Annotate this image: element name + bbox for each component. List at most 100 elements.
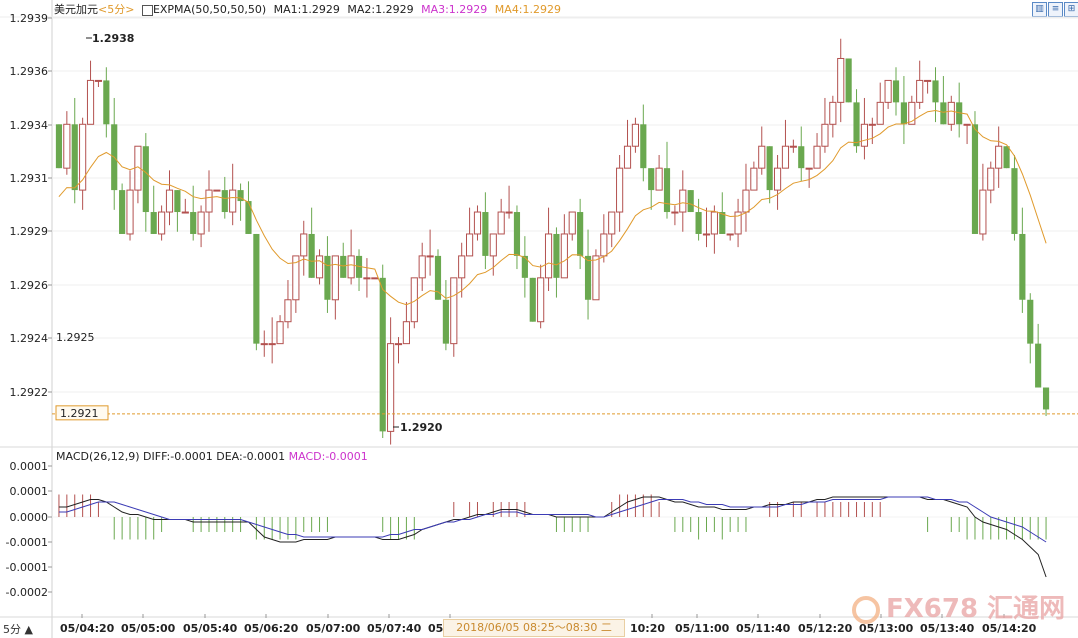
ma2-label: MA2:1.2929 bbox=[347, 3, 414, 16]
candle-body-down bbox=[190, 212, 197, 234]
candle-body-down bbox=[845, 58, 852, 103]
candle-body-up bbox=[158, 211, 166, 235]
price-tick-label: 1.2936 bbox=[10, 65, 49, 78]
candle-body-down bbox=[971, 124, 979, 234]
candle-body-up bbox=[616, 167, 624, 213]
candle-body-up bbox=[868, 123, 876, 126]
candle-body-down bbox=[174, 190, 181, 213]
candle-body-up bbox=[702, 233, 711, 236]
candle-body-up bbox=[995, 145, 1003, 169]
candle-body-down bbox=[900, 102, 907, 125]
period-button[interactable]: 5分 ▲ bbox=[3, 623, 33, 636]
candle-body-up bbox=[544, 233, 553, 279]
x-tick-label: 05/05:40 bbox=[183, 622, 238, 635]
candle-body-down bbox=[529, 277, 536, 322]
candle-body-up bbox=[924, 79, 932, 82]
high-marker-label: 1.2938 bbox=[92, 32, 134, 45]
price-tick-label: 1.2929 bbox=[10, 225, 49, 238]
macd-header: MACD(26,12,9) DIFF:-0.0001 DEA:-0.0001 M… bbox=[56, 450, 368, 463]
candle-body-down bbox=[442, 299, 449, 344]
macd-dea-label: DEA:-0.0001 bbox=[216, 450, 286, 463]
candle-body-up bbox=[331, 255, 339, 301]
candle-body-up bbox=[197, 211, 205, 235]
candle-body-up bbox=[758, 145, 766, 169]
candle-body-up bbox=[710, 211, 718, 235]
candle-body-up bbox=[418, 255, 426, 279]
candle-body-down bbox=[237, 190, 244, 202]
price-tick-label: 1.2939 bbox=[10, 12, 49, 25]
candle-body-up bbox=[734, 211, 742, 235]
candle-body-up bbox=[315, 255, 324, 279]
macd-value-label: MACD:-0.0001 bbox=[288, 450, 368, 463]
x-tick-label: 05 bbox=[428, 622, 443, 635]
price-tick-label: 1.2922 bbox=[10, 386, 49, 399]
x-tick-label: 05/04:20 bbox=[60, 622, 115, 635]
macd-tick-label: 0.0001 bbox=[10, 485, 49, 498]
candle-body-up bbox=[750, 167, 758, 191]
candle-body-up bbox=[450, 277, 458, 345]
candle-body-down bbox=[553, 233, 560, 278]
macd-name-label: MACD(26,12,9) bbox=[56, 450, 140, 463]
candle-body-up bbox=[86, 79, 95, 125]
candle-body-up bbox=[671, 211, 679, 214]
last-price-label: 1.2921 bbox=[60, 407, 99, 420]
candle-body-up bbox=[165, 189, 174, 213]
candle-body-down bbox=[482, 212, 489, 256]
candle-body-down bbox=[1011, 168, 1018, 234]
candle-body-up bbox=[947, 101, 955, 125]
candle-body-up bbox=[821, 123, 829, 147]
candle-body-down bbox=[1035, 343, 1042, 388]
candle-body-up bbox=[94, 79, 103, 82]
period-label: <5分> bbox=[98, 3, 135, 16]
watermark-logo-icon bbox=[852, 595, 880, 624]
candle-body-up bbox=[916, 79, 924, 103]
candle-body-up bbox=[268, 343, 276, 346]
macd-diff-label: DIFF:-0.0001 bbox=[143, 450, 213, 463]
candle-body-down bbox=[695, 212, 702, 234]
candle-body-up bbox=[79, 123, 87, 191]
candle-body-up bbox=[126, 189, 134, 235]
candle-body-up bbox=[805, 167, 813, 170]
candle-body-up bbox=[347, 255, 355, 279]
x-tick-label: 05/13:00 bbox=[859, 622, 914, 635]
x-tick-label: 05/07:00 bbox=[306, 622, 361, 635]
macd-tick-label: 0.0000 bbox=[10, 511, 49, 524]
candle-body-up bbox=[908, 101, 916, 125]
candle-body-down bbox=[1003, 146, 1010, 169]
candle-body-up bbox=[410, 277, 418, 323]
last-price-box bbox=[55, 405, 109, 421]
symbol-label: 美元加元 bbox=[54, 3, 98, 16]
x-tick-label: 05/13:40 bbox=[920, 622, 975, 635]
candle-body-down bbox=[640, 124, 647, 169]
candle-body-up bbox=[829, 101, 837, 125]
current-price-label: 1.2925 bbox=[56, 331, 95, 344]
candle-body-up bbox=[505, 211, 513, 214]
candle-body-up bbox=[402, 321, 410, 345]
macd-tick-label: 0.0001 bbox=[10, 460, 49, 473]
candle-body-down bbox=[1027, 299, 1034, 344]
x-tick-label: 05/07:40 bbox=[367, 622, 422, 635]
candle-body-down bbox=[103, 80, 110, 125]
candle-body-down bbox=[719, 212, 726, 234]
indicator-label[interactable]: EXPMA(50,50,50,50) bbox=[152, 3, 267, 16]
candle-body-up bbox=[987, 167, 995, 191]
candle-body-down bbox=[308, 233, 315, 278]
candle-body-down bbox=[663, 168, 671, 213]
price-tick-label: 1.2924 bbox=[10, 332, 49, 345]
x-tick-label: 05/12:20 bbox=[798, 622, 853, 635]
candle-body-up bbox=[884, 79, 892, 103]
candle-body-down bbox=[521, 255, 528, 278]
candle-body-down bbox=[648, 168, 655, 191]
candle-body-up bbox=[489, 233, 497, 257]
chart-header: 美元加元<5分> EXPMA(50,50,50,50) MA1:1.2929 M… bbox=[54, 1, 561, 17]
indicator-icon[interactable] bbox=[141, 4, 153, 16]
candle-body-down bbox=[932, 80, 939, 103]
candle-body-down bbox=[379, 277, 386, 432]
low-marker-label: 1.2920 bbox=[400, 421, 443, 434]
macd-tick-label: -0.0002 bbox=[6, 586, 48, 599]
candle-body-up bbox=[284, 299, 292, 323]
candle-body-up bbox=[623, 145, 632, 169]
candle-body-up bbox=[963, 123, 971, 126]
macd-tick-label: -0.0001 bbox=[6, 561, 48, 574]
